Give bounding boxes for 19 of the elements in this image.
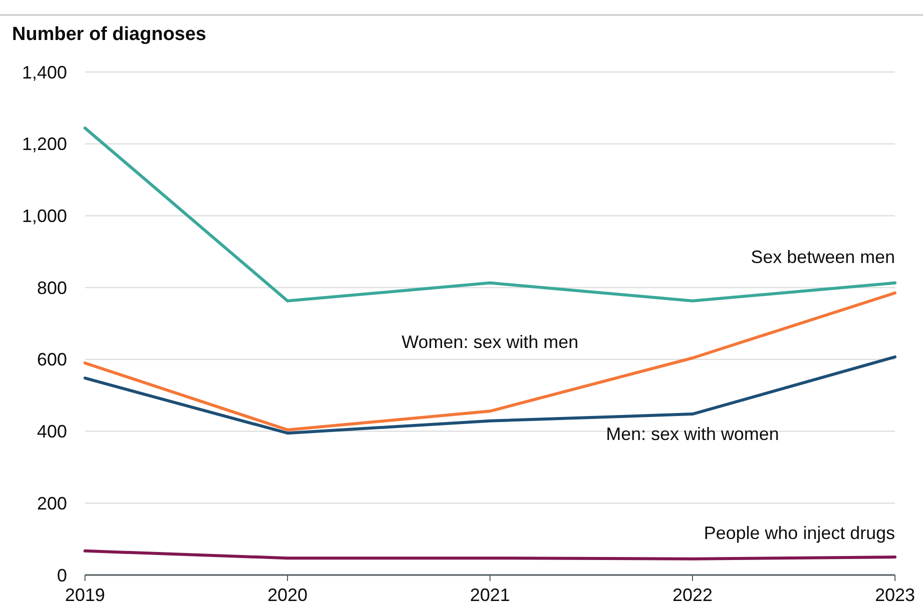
y-tick-label: 0 — [56, 565, 67, 586]
line-series — [84, 549, 896, 560]
series-label: People who inject drugs — [704, 523, 895, 544]
x-tick-label: 2020 — [267, 585, 308, 605]
y-tick-label: 600 — [36, 350, 67, 370]
series-label: Women: sex with men — [402, 332, 578, 352]
x-tick-label: 2023 — [874, 585, 916, 605]
y-tick-label: 1,200 — [22, 134, 67, 154]
y-tick-label: 800 — [36, 278, 67, 298]
y-tick-label: 200 — [36, 493, 67, 514]
series-label: Sex between men — [750, 246, 895, 267]
x-tick-label: 2022 — [672, 585, 713, 605]
y-axis-title: Number of diagnoses — [12, 24, 206, 45]
series-label: Men: sex with women — [606, 424, 780, 444]
y-tick-label: 400 — [36, 422, 67, 442]
y-tick-label: 1,400 — [22, 62, 67, 82]
y-tick-label: 1,000 — [22, 206, 67, 226]
x-tick-label: 2021 — [470, 585, 510, 605]
x-tick-label: 2019 — [64, 585, 106, 605]
